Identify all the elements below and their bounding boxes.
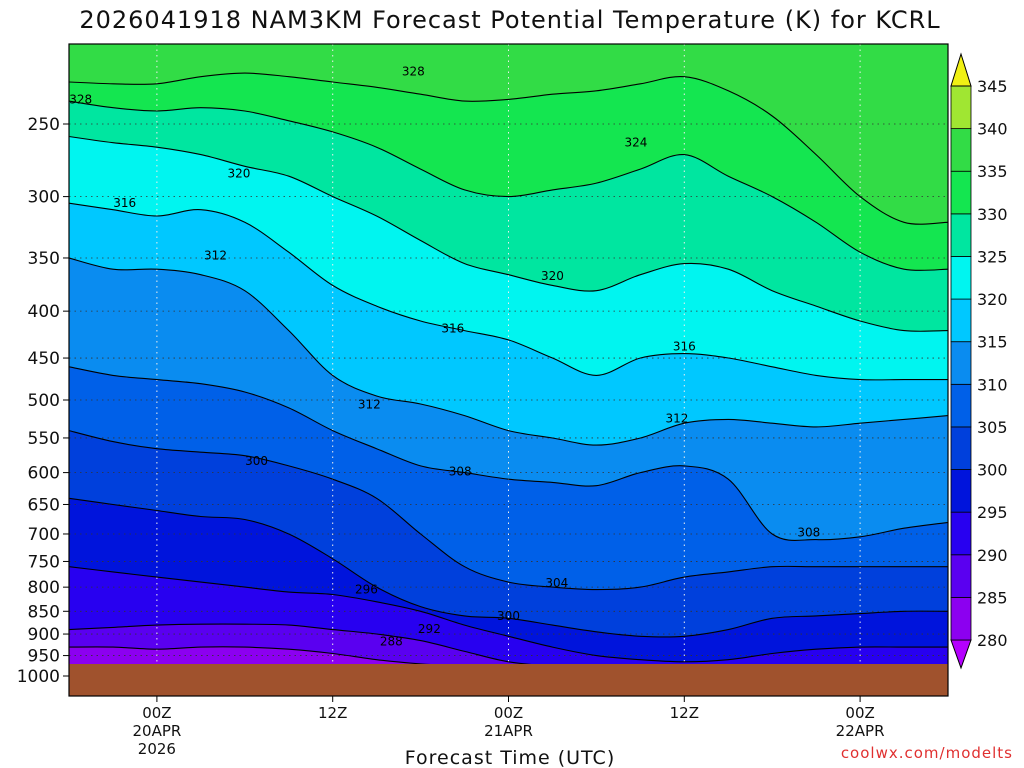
- x-tick-label: 00Z: [142, 704, 171, 722]
- y-tick-label: 400: [28, 302, 60, 322]
- colorbar-swatch: [950, 85, 972, 130]
- colorbar-label: 295: [977, 503, 1008, 522]
- terrain-ground-block: [69, 664, 948, 696]
- isentrope-304: [69, 430, 948, 591]
- x-tick-label: 2026: [138, 740, 176, 758]
- y-tick-label: 450: [28, 349, 60, 369]
- colorbar-swatch: [950, 426, 972, 470]
- x-tick-label: 00Z: [494, 704, 523, 722]
- contour-label: 328: [69, 92, 92, 106]
- isentrope-308: [69, 366, 948, 541]
- colorbar-swatch: [950, 596, 972, 641]
- contour-label-group: 328 328 324 320 320 316 316 316 312 312 312 308 308 3…: [69, 64, 820, 648]
- contour-label: 320: [541, 269, 564, 283]
- colorbar-swatch: [950, 298, 972, 343]
- contour-label: 316: [673, 339, 696, 353]
- y-tick-label: 800: [28, 578, 60, 598]
- contour-label: 296: [355, 583, 378, 597]
- colorbar-swatch: [950, 128, 972, 172]
- y-tick-label: 550: [28, 429, 60, 449]
- isentrope-320: [69, 135, 948, 332]
- isentrope-296: [69, 566, 948, 663]
- colorbar-upper-arrow: [950, 52, 972, 87]
- isentrope-288: [69, 646, 431, 664]
- isentrope-292: [69, 623, 532, 664]
- y-tick-label: 700: [28, 525, 60, 545]
- colorbar-label: 315: [977, 333, 1008, 352]
- colorbar-label: 335: [977, 162, 1008, 181]
- colorbar-label: 345: [977, 77, 1008, 96]
- colorbar-label: 330: [977, 205, 1008, 224]
- theta-fill-bands: [69, 44, 948, 664]
- contour-label: 316: [113, 196, 136, 210]
- isentrope-324: [69, 100, 948, 271]
- colorbar-swatch: [950, 383, 972, 428]
- colorbar-swatch: [950, 170, 972, 215]
- contour-label: 300: [245, 454, 268, 468]
- contour-label: 304: [545, 576, 568, 590]
- y-tick-label: 250: [28, 115, 60, 135]
- y-tick-label: 650: [28, 495, 60, 515]
- y-tick-label: 1000: [17, 667, 60, 687]
- colorbar-swatch: [950, 213, 972, 257]
- colorbar-label: 325: [977, 247, 1008, 266]
- colorbar-label: 290: [977, 546, 1008, 565]
- x-tick-label: 20APR: [132, 722, 181, 740]
- isentrope-316: [69, 202, 948, 381]
- y-tick-label: 350: [28, 249, 60, 269]
- colorbar: 280 285 290 295 300 305 310 315 320 325 330 335 340 3…: [950, 52, 1008, 670]
- y-tick-label: 950: [28, 647, 60, 667]
- y-tick-label: 300: [28, 188, 60, 208]
- contour-label: 328: [402, 64, 425, 78]
- colorbar-label: 310: [977, 375, 1008, 394]
- contour-label: 300: [497, 609, 520, 623]
- fill-band-324: [69, 44, 948, 271]
- contour-label: 308: [449, 464, 472, 478]
- y-tick-label: 500: [28, 391, 60, 411]
- colorbar-label: 280: [977, 631, 1008, 650]
- chart-title: 2026041918 NAM3KM Forecast Potential Tem…: [79, 6, 940, 34]
- x-tick-label: 00Z: [845, 704, 874, 722]
- contour-label: 324: [625, 136, 648, 150]
- contour-label: 312: [204, 249, 227, 263]
- contour-label: 292: [418, 622, 441, 636]
- y-tick-label: 750: [28, 552, 60, 572]
- colorbar-lower-arrow: [950, 639, 972, 670]
- contour-label: 316: [441, 322, 464, 336]
- colorbar-swatch: [950, 256, 972, 300]
- colorbar-swatch: [950, 469, 972, 513]
- x-tick-label: 22APR: [836, 722, 885, 740]
- contour-label: 320: [227, 166, 250, 180]
- x-axis-label: Forecast Time (UTC): [405, 747, 615, 768]
- y-tick-label: 850: [28, 602, 60, 622]
- contour-label: 308: [797, 525, 820, 539]
- colorbar-swatch: [950, 341, 972, 385]
- y-axis-ticks: 250 300 350 400 450 500 550 600 650 700 750 800 850 9…: [17, 115, 69, 687]
- isentrope-lines: [69, 72, 948, 664]
- colorbar-swatch: [950, 511, 972, 556]
- y-tick-label: 900: [28, 625, 60, 645]
- contour-label: 312: [358, 398, 381, 412]
- isentrope-328: [69, 72, 948, 225]
- isentrope-300: [69, 497, 948, 638]
- isentrope-312: [69, 257, 948, 446]
- x-tick-label: 12Z: [670, 704, 699, 722]
- contour-label: 288: [380, 634, 403, 648]
- plot-area: 328 328 324 320 320 316 316 316 312 312 312 308 308 3…: [68, 43, 949, 697]
- colorbar-label: 285: [977, 588, 1008, 607]
- x-tick-label: 21APR: [484, 722, 533, 740]
- colorbar-label: 300: [977, 461, 1008, 480]
- x-tick-label: 12Z: [318, 704, 347, 722]
- y-tick-label: 600: [28, 464, 60, 484]
- colorbar-swatch: [950, 554, 972, 598]
- colorbar-label: 320: [977, 290, 1008, 309]
- colorbar-label: 305: [977, 418, 1008, 437]
- source-credit: coolwx.com/modelts: [841, 744, 1013, 762]
- colorbar-label: 340: [977, 120, 1008, 139]
- fill-band-328: [69, 44, 948, 225]
- contour-label: 312: [666, 412, 689, 426]
- grid-lines: [69, 44, 948, 664]
